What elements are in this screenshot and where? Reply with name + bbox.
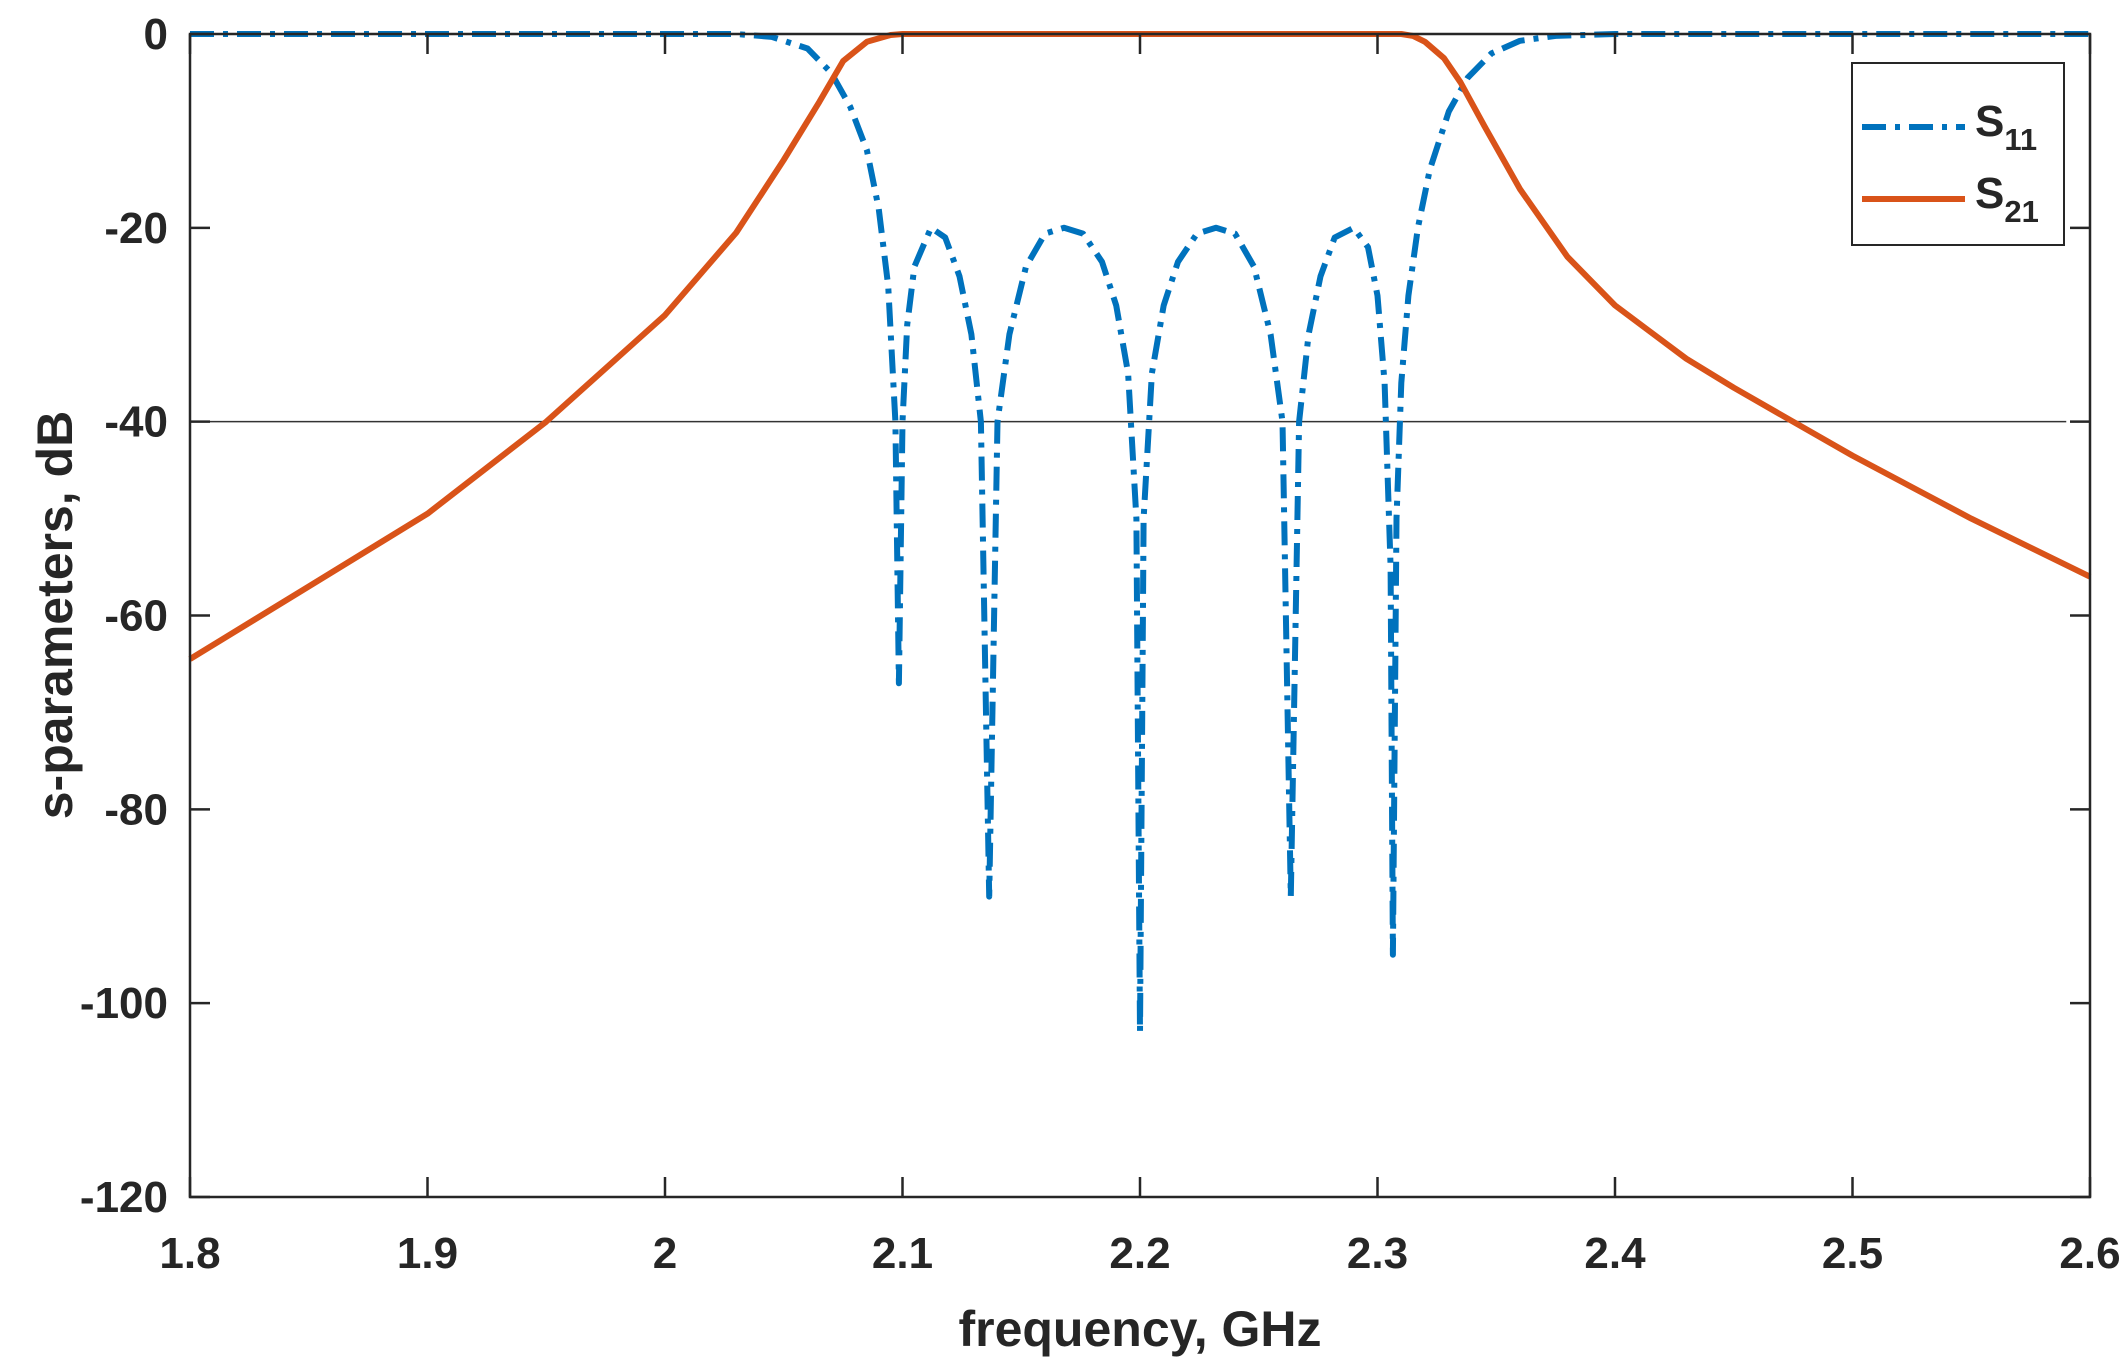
series-layer — [188, 31, 2092, 1036]
y-tick-label: -120 — [80, 1173, 168, 1222]
x-tick-label: 2.3 — [1347, 1229, 1408, 1278]
legend-label-s11-main: S — [1975, 97, 2004, 146]
x-tick-label: 1.9 — [397, 1229, 458, 1278]
y-tick-label: -60 — [104, 592, 168, 641]
x-tick-label: 2.1 — [872, 1229, 933, 1278]
y-tick-label: 0 — [144, 10, 168, 59]
x-tick-label: 2.2 — [1109, 1229, 1170, 1278]
legend-label-s21-main: S — [1975, 169, 2004, 218]
tick-layer: 1.8 1.9 2 2.1 2.2 2.3 2.4 2.5 2.6 0 -20 -40 -60 -80 -1… — [80, 10, 2121, 1278]
series-line-s11 — [190, 31, 2090, 1036]
x-tick-label: 1.8 — [159, 1229, 220, 1278]
y-tick-label: -100 — [80, 979, 168, 1028]
y-tick-label: -80 — [104, 785, 168, 834]
series-line-s21 — [188, 31, 2092, 662]
y-axis-label: s-parameters, dB — [27, 411, 83, 820]
x-tick-label: 2.6 — [2059, 1229, 2120, 1278]
x-tick-label: 2 — [653, 1229, 677, 1278]
legend-box — [1851, 62, 2065, 246]
x-axis-label: frequency, GHz — [958, 1301, 1321, 1357]
x-tick-label: 2.5 — [1822, 1229, 1883, 1278]
legend-label-s11: S11 — [1975, 97, 2037, 157]
legend-label-s21-sub: 21 — [2004, 194, 2038, 229]
y-tick-label: -20 — [104, 204, 168, 253]
x-tick-label: 2.4 — [1584, 1229, 1646, 1278]
legend-label-s21: S21 — [1975, 169, 2039, 229]
y-tick-label: -40 — [104, 398, 168, 447]
legend-label-s11-sub: 11 — [2004, 122, 2037, 157]
legend: S11 S21 — [1851, 62, 2065, 246]
